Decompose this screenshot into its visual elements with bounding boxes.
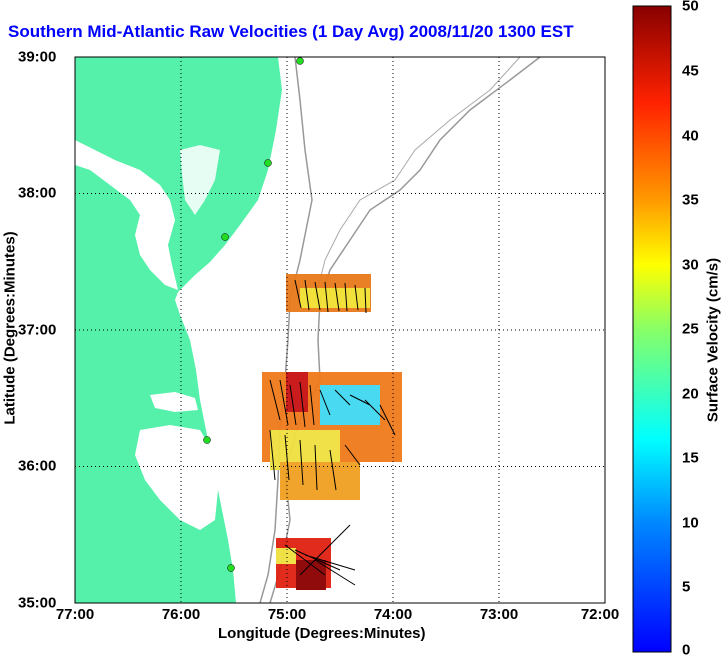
- bathymetry-contour-shelf: [314, 56, 521, 301]
- y-tick-label: 39:00: [18, 48, 57, 66]
- patch-mid-low: [280, 462, 360, 500]
- patch-north-2: [300, 288, 370, 308]
- colorbar-tick: 0: [682, 641, 691, 659]
- colorbar-tick: 20: [682, 385, 699, 403]
- colorbar-tick: 15: [682, 449, 699, 467]
- patch-mid-red: [286, 372, 308, 412]
- patch-south-yellow: [276, 548, 296, 564]
- colorbar-tick: 30: [682, 256, 699, 274]
- pamlico-sound: [135, 425, 218, 530]
- y-tick-label: 37:00: [18, 321, 57, 339]
- grid-lines: [75, 57, 605, 603]
- x-tick-label: 75:00: [267, 606, 307, 623]
- y-tick-label: 35:00: [18, 594, 57, 612]
- x-tick-label: 73:00: [479, 606, 519, 623]
- chesapeake-bay: [75, 140, 178, 290]
- colorbar-tick: 40: [682, 127, 699, 145]
- colorbar-tick: 5: [682, 578, 691, 596]
- colorbar-label: Surface Velocity (cm/s): [704, 257, 722, 423]
- albemarle-sound: [150, 392, 198, 412]
- velocity-field: [262, 274, 402, 590]
- bathymetry-contour: [259, 56, 313, 604]
- x-axis-label: Longitude (Degrees:Minutes): [218, 625, 426, 642]
- radar-sites: [203, 57, 304, 572]
- colorbar: [632, 5, 672, 653]
- x-tick-label: 74:00: [373, 606, 413, 623]
- colorbar-tick: 35: [682, 191, 699, 209]
- colorbar-tick: 10: [682, 514, 699, 532]
- map-title: Southern Mid-Atlantic Raw Velocities (1 …: [8, 22, 574, 41]
- y-tick-label: 36:00: [18, 457, 57, 475]
- x-tick-label: 77:00: [55, 606, 95, 623]
- y-axis-label: Latitude (Degrees:Minutes): [1, 231, 19, 425]
- colorbar-tick: 25: [682, 320, 699, 338]
- delmarva-water: [180, 145, 220, 215]
- axes-frame: [74, 56, 606, 604]
- colorbar-tick: 45: [682, 62, 699, 80]
- colorbar-tick: 50: [682, 0, 699, 15]
- y-tick-label: 38:00: [18, 184, 57, 202]
- x-tick-label: 72:00: [580, 606, 620, 623]
- x-tick-label: 76:00: [161, 606, 201, 623]
